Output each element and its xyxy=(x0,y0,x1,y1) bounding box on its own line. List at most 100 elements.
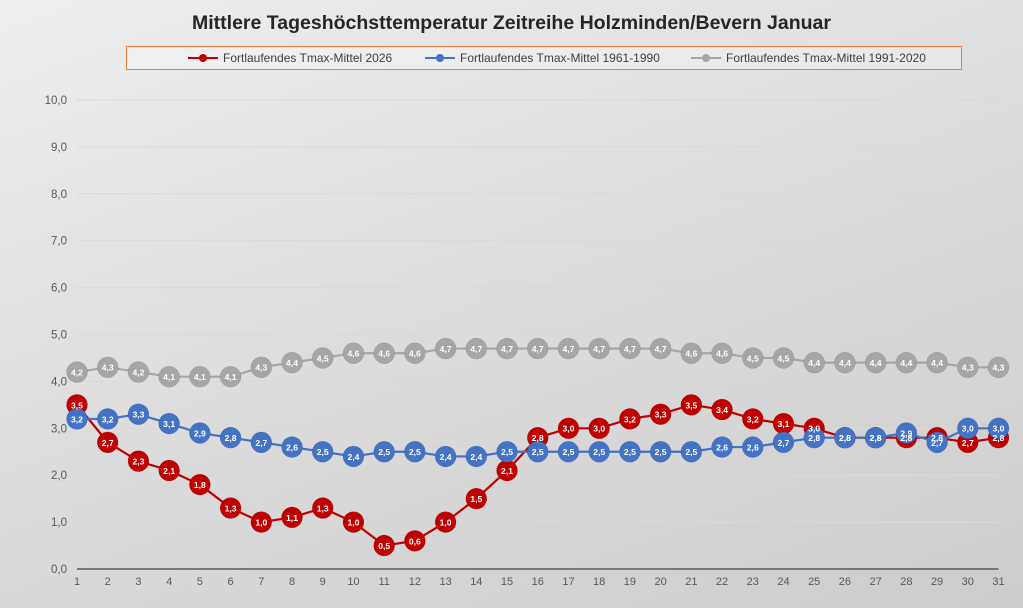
svg-text:4,0: 4,0 xyxy=(51,376,67,388)
svg-text:4,1: 4,1 xyxy=(194,372,206,382)
svg-text:3,5: 3,5 xyxy=(685,400,697,410)
svg-text:7: 7 xyxy=(258,576,264,588)
svg-text:1,0: 1,0 xyxy=(440,518,452,528)
svg-text:2,5: 2,5 xyxy=(378,447,390,457)
svg-text:14: 14 xyxy=(470,576,482,588)
svg-text:16: 16 xyxy=(532,576,544,588)
svg-text:2,4: 2,4 xyxy=(347,452,359,462)
svg-text:2,3: 2,3 xyxy=(132,457,144,467)
svg-text:2,5: 2,5 xyxy=(409,447,421,457)
svg-text:4,4: 4,4 xyxy=(900,358,912,368)
svg-text:4,6: 4,6 xyxy=(347,349,359,359)
svg-text:19: 19 xyxy=(624,576,636,588)
svg-text:2,5: 2,5 xyxy=(501,447,513,457)
svg-text:4,5: 4,5 xyxy=(317,353,329,363)
svg-text:1,3: 1,3 xyxy=(317,503,329,513)
svg-text:4,4: 4,4 xyxy=(808,358,820,368)
svg-text:2,5: 2,5 xyxy=(655,447,667,457)
svg-text:4,4: 4,4 xyxy=(870,358,882,368)
svg-text:1: 1 xyxy=(74,576,80,588)
svg-text:2,4: 2,4 xyxy=(470,452,482,462)
svg-text:13: 13 xyxy=(439,576,451,588)
svg-text:3,5: 3,5 xyxy=(71,400,83,410)
svg-text:4,4: 4,4 xyxy=(931,358,943,368)
svg-text:3,3: 3,3 xyxy=(132,410,144,420)
svg-text:12: 12 xyxy=(409,576,421,588)
svg-text:3,2: 3,2 xyxy=(102,414,114,424)
svg-text:4,7: 4,7 xyxy=(655,344,667,354)
svg-text:4,5: 4,5 xyxy=(778,353,790,363)
svg-text:2,8: 2,8 xyxy=(532,433,544,443)
svg-text:2,5: 2,5 xyxy=(562,447,574,457)
svg-text:2,5: 2,5 xyxy=(624,447,636,457)
svg-text:2,6: 2,6 xyxy=(747,442,759,452)
svg-text:4,2: 4,2 xyxy=(132,367,144,377)
svg-text:2,6: 2,6 xyxy=(286,442,298,452)
svg-text:4,3: 4,3 xyxy=(993,363,1005,373)
svg-text:4,7: 4,7 xyxy=(562,344,574,354)
svg-text:21: 21 xyxy=(685,576,697,588)
svg-text:31: 31 xyxy=(992,576,1004,588)
svg-text:4,6: 4,6 xyxy=(685,349,697,359)
svg-text:22: 22 xyxy=(716,576,728,588)
svg-text:2,9: 2,9 xyxy=(194,428,206,438)
svg-text:24: 24 xyxy=(777,576,789,588)
svg-text:4,3: 4,3 xyxy=(255,363,267,373)
svg-text:26: 26 xyxy=(839,576,851,588)
svg-text:2: 2 xyxy=(105,576,111,588)
svg-text:4,6: 4,6 xyxy=(409,349,421,359)
svg-text:4,7: 4,7 xyxy=(470,344,482,354)
svg-text:3,0: 3,0 xyxy=(962,424,974,434)
svg-text:4,4: 4,4 xyxy=(286,358,298,368)
svg-text:6: 6 xyxy=(228,576,234,588)
svg-text:4,7: 4,7 xyxy=(593,344,605,354)
svg-text:2,7: 2,7 xyxy=(962,438,974,448)
svg-text:4,5: 4,5 xyxy=(747,353,759,363)
svg-text:9: 9 xyxy=(320,576,326,588)
svg-text:20: 20 xyxy=(654,576,666,588)
svg-text:18: 18 xyxy=(593,576,605,588)
svg-text:4,3: 4,3 xyxy=(102,363,114,373)
svg-text:4,3: 4,3 xyxy=(962,363,974,373)
svg-text:9,0: 9,0 xyxy=(51,142,67,154)
svg-text:1,5: 1,5 xyxy=(470,494,482,504)
svg-text:4: 4 xyxy=(166,576,172,588)
svg-text:2,7: 2,7 xyxy=(778,438,790,448)
svg-text:25: 25 xyxy=(808,576,820,588)
svg-text:2,1: 2,1 xyxy=(163,466,175,476)
svg-text:4,2: 4,2 xyxy=(71,367,83,377)
svg-text:2,8: 2,8 xyxy=(225,433,237,443)
svg-text:4,1: 4,1 xyxy=(163,372,175,382)
svg-text:7,0: 7,0 xyxy=(51,236,67,248)
svg-text:28: 28 xyxy=(900,576,912,588)
svg-text:3: 3 xyxy=(135,576,141,588)
svg-text:2,4: 2,4 xyxy=(440,452,452,462)
svg-text:4,7: 4,7 xyxy=(532,344,544,354)
svg-text:1,0: 1,0 xyxy=(255,518,267,528)
svg-text:2,5: 2,5 xyxy=(317,447,329,457)
svg-text:3,0: 3,0 xyxy=(562,424,574,434)
svg-text:2,5: 2,5 xyxy=(593,447,605,457)
svg-text:2,8: 2,8 xyxy=(870,433,882,443)
svg-text:3,1: 3,1 xyxy=(778,419,790,429)
svg-text:3,0: 3,0 xyxy=(993,424,1005,434)
svg-text:4,6: 4,6 xyxy=(716,349,728,359)
svg-text:2,5: 2,5 xyxy=(685,447,697,457)
svg-text:15: 15 xyxy=(501,576,513,588)
svg-text:2,9: 2,9 xyxy=(900,428,912,438)
svg-text:4,7: 4,7 xyxy=(501,344,513,354)
svg-text:4,4: 4,4 xyxy=(839,358,851,368)
svg-text:3,4: 3,4 xyxy=(716,405,728,415)
svg-text:4,1: 4,1 xyxy=(225,372,237,382)
svg-text:6,0: 6,0 xyxy=(51,283,67,295)
svg-text:1,0: 1,0 xyxy=(347,518,359,528)
svg-text:1,0: 1,0 xyxy=(51,517,67,529)
svg-text:10: 10 xyxy=(347,576,359,588)
svg-text:29: 29 xyxy=(931,576,943,588)
svg-text:4,6: 4,6 xyxy=(378,349,390,359)
svg-text:0,0: 0,0 xyxy=(51,564,67,576)
svg-text:8: 8 xyxy=(289,576,295,588)
svg-text:0,5: 0,5 xyxy=(378,541,390,551)
svg-text:2,7: 2,7 xyxy=(931,438,943,448)
svg-text:0,6: 0,6 xyxy=(409,536,421,546)
